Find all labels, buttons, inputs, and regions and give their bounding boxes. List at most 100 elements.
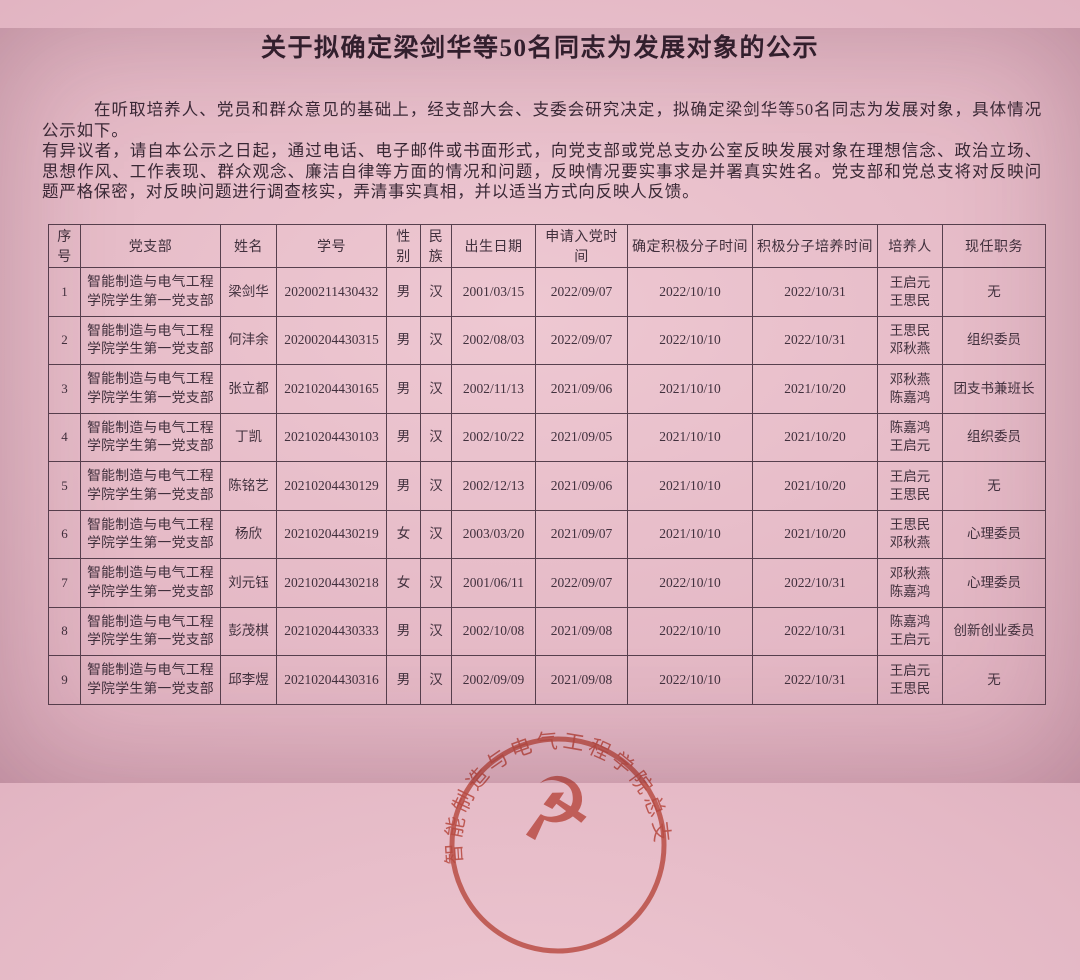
table-cell: 心理委员 — [942, 509, 1046, 559]
column-header-name: 姓名 — [220, 224, 277, 268]
table-cell: 2021/10/20 — [752, 364, 878, 414]
column-header-position: 现任职务 — [942, 224, 1046, 268]
table-cell: 邱李煜 — [220, 655, 277, 705]
table-cell: 汉 — [420, 412, 452, 462]
table-cell: 20200204430315 — [276, 315, 387, 365]
table-cell: 智能制造与电气工程学院学生第一党支部 — [80, 315, 221, 365]
table-cell: 2022/09/07 — [535, 558, 628, 608]
table-cell: 张立都 — [220, 364, 277, 414]
hammer-sickle-icon: ☭ — [513, 760, 597, 860]
table-row: 4 智能制造与电气工程学院学生第一党支部 丁凯 20210204430103 男汉 200… — [48, 412, 1046, 462]
table-cell: 20210204430218 — [276, 558, 387, 608]
table-cell: 2021/09/05 — [535, 412, 628, 462]
table-cell: 创新创业委员 — [942, 606, 1046, 656]
table-cell: 智能制造与电气工程学院学生第一党支部 — [80, 412, 221, 462]
table-cell: 2022/10/31 — [752, 315, 878, 365]
table-cell: 王思民 邓秋燕 — [877, 509, 943, 559]
table-cell: 汉 — [420, 315, 452, 365]
table-cell: 2022/10/10 — [627, 655, 753, 705]
table-cell: 3 — [48, 364, 81, 414]
table-cell: 无 — [942, 267, 1046, 317]
table-cell: 汉 — [420, 655, 452, 705]
table-cell: 2022/10/31 — [752, 655, 878, 705]
table-row: 2 智能制造与电气工程学院学生第一党支部 何沣余 20200204430315 男汉 20… — [48, 315, 1046, 365]
notice-table: 序号 党支部 姓名 学号 性别 民族 出生日期 申请入党时间 确定积极分子时间 … — [48, 224, 1046, 705]
table-cell: 智能制造与电气工程学院学生第一党支部 — [80, 606, 221, 656]
table-cell: 2022/10/10 — [627, 558, 753, 608]
column-header-activist-date: 确定积极分子时间 — [627, 224, 753, 268]
table-cell: 20210204430316 — [276, 655, 387, 705]
table-cell: 8 — [48, 606, 81, 656]
table-row: 3 智能制造与电气工程学院学生第一党支部 张立都 20210204430165 男汉 20… — [48, 364, 1046, 414]
table-cell: 王启元 王思民 — [877, 655, 943, 705]
table-cell: 2002/09/09 — [451, 655, 536, 705]
table-row: 5 智能制造与电气工程学院学生第一党支部 陈铭艺 20210204430129 男汉 20… — [48, 461, 1046, 511]
table-cell: 汉 — [420, 509, 452, 559]
table-cell: 2021/10/20 — [752, 509, 878, 559]
table-cell: 2022/10/31 — [752, 606, 878, 656]
table-cell: 男 — [386, 267, 421, 317]
column-header-apply-date: 申请入党时间 — [535, 224, 628, 268]
table-cell: 2021/10/20 — [752, 461, 878, 511]
table-cell: 2003/03/20 — [451, 509, 536, 559]
table-cell: 智能制造与电气工程学院学生第一党支部 — [80, 655, 221, 705]
column-header-ethnicity: 民族 — [420, 224, 452, 268]
column-header-training-date: 积极分子培养时间 — [752, 224, 878, 268]
table-cell: 2021/10/20 — [752, 412, 878, 462]
table-cell: 陈铭艺 — [220, 461, 277, 511]
page-title: 关于拟确定梁剑华等50名同志为发展对象的公示 — [260, 35, 819, 62]
table-cell: 男 — [386, 315, 421, 365]
table-cell: 男 — [386, 364, 421, 414]
table-cell: 汉 — [420, 461, 452, 511]
table-cell: 陈嘉鸿 王启元 — [877, 606, 943, 656]
table-cell: 男 — [386, 412, 421, 462]
column-header-student-id: 学号 — [276, 224, 387, 268]
table-cell: 无 — [942, 655, 1046, 705]
table-header-row: 序号 党支部 姓名 学号 性别 民族 出生日期 申请入党时间 确定积极分子时间 … — [48, 224, 1046, 268]
table-cell: 团支书兼班长 — [942, 364, 1046, 414]
table-cell: 男 — [386, 461, 421, 511]
table-cell: 王启元 王思民 — [877, 461, 943, 511]
column-header-gender: 性别 — [386, 224, 421, 268]
table-cell: 邓秋燕 陈嘉鸿 — [877, 364, 943, 414]
column-header-index: 序号 — [48, 224, 81, 268]
table-cell: 2002/11/13 — [451, 364, 536, 414]
paragraph-intro: 在听取培养人、党员和群众意见的基础上，经支部大会、支委会研究决定，拟确定梁剑华等… — [42, 100, 1042, 140]
table-cell: 1 — [48, 267, 81, 317]
table-row: 1 智能制造与电气工程学院学生第一党支部 梁剑华 20200211430432 男汉 20… — [48, 267, 1046, 317]
table-cell: 梁剑华 — [220, 267, 277, 317]
table-cell: 刘元钰 — [220, 558, 277, 608]
table-cell: 2001/03/15 — [451, 267, 536, 317]
notice-body: 在听取培养人、党员和群众意见的基础上，经支部大会、支委会研究决定，拟确定梁剑华等… — [42, 100, 1042, 203]
table-cell: 无 — [942, 461, 1046, 511]
table-cell: 陈嘉鸿 王启元 — [877, 412, 943, 462]
table-cell: 组织委员 — [942, 412, 1046, 462]
table-cell: 男 — [386, 606, 421, 656]
table-cell: 2021/10/10 — [627, 412, 753, 462]
table-cell: 20210204430129 — [276, 461, 387, 511]
table-cell: 2002/08/03 — [451, 315, 536, 365]
table-cell: 智能制造与电气工程学院学生第一党支部 — [80, 558, 221, 608]
table-cell: 2021/09/06 — [535, 461, 628, 511]
table-cell: 丁凯 — [220, 412, 277, 462]
column-header-branch: 党支部 — [80, 224, 221, 268]
table-cell: 20210204430333 — [276, 606, 387, 656]
table-cell: 汉 — [420, 606, 452, 656]
table-row: 7 智能制造与电气工程学院学生第一党支部 刘元钰 20210204430218 女汉 20… — [48, 558, 1046, 608]
table-cell: 2022/10/10 — [627, 606, 753, 656]
table-cell: 杨欣 — [220, 509, 277, 559]
table-cell: 2002/10/08 — [451, 606, 536, 656]
table-cell: 2021/09/08 — [535, 606, 628, 656]
table-cell: 何沣余 — [220, 315, 277, 365]
table-cell: 7 — [48, 558, 81, 608]
table-row: 9 智能制造与电气工程学院学生第一党支部 邱李煜 20210204430316 男汉 20… — [48, 655, 1046, 705]
table-cell: 2002/12/13 — [451, 461, 536, 511]
table-cell: 2021/10/10 — [627, 364, 753, 414]
table-cell: 王思民 邓秋燕 — [877, 315, 943, 365]
table-cell: 2021/10/10 — [627, 461, 753, 511]
table-cell: 20200211430432 — [276, 267, 387, 317]
table-cell: 2022/10/10 — [627, 315, 753, 365]
table-cell: 智能制造与电气工程学院学生第一党支部 — [80, 267, 221, 317]
table-cell: 2 — [48, 315, 81, 365]
table-cell: 6 — [48, 509, 81, 559]
